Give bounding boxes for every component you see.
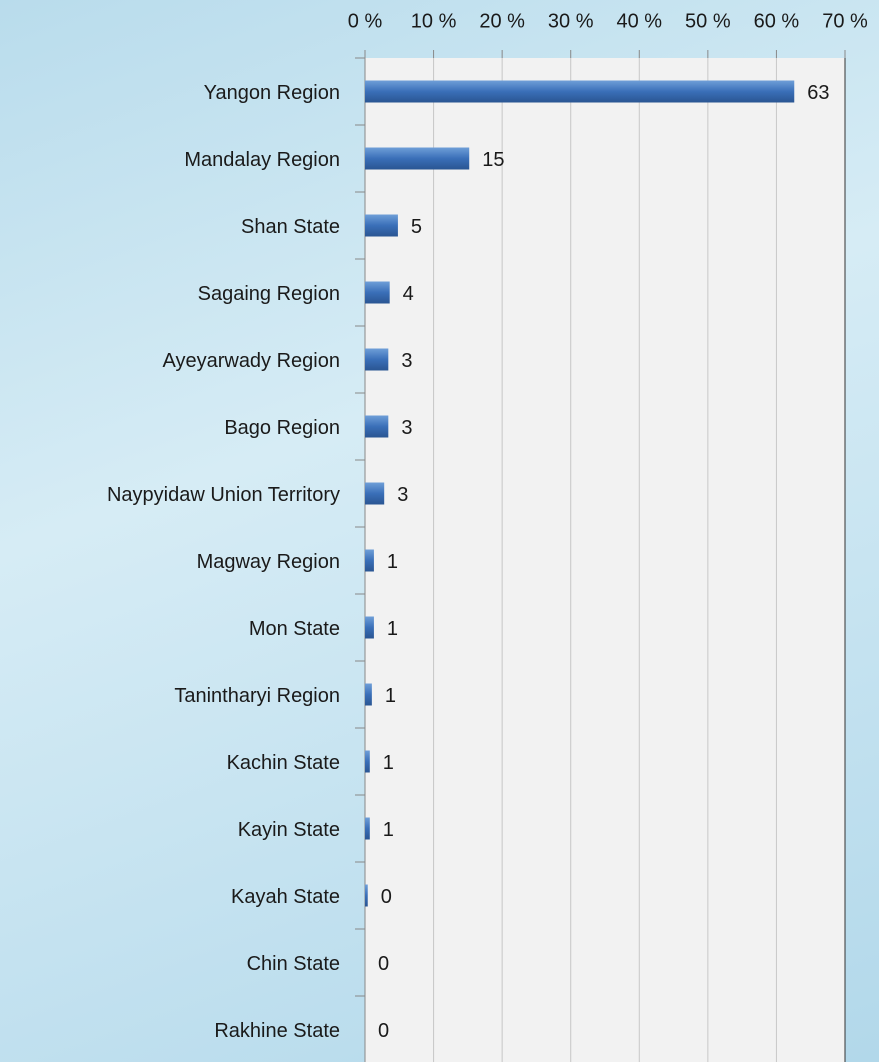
- x-tick-label: 0 %: [348, 10, 383, 32]
- y-tick-label: Mandalay Region: [184, 149, 340, 171]
- y-tick-label: Bago Region: [224, 417, 340, 439]
- value-label: 1: [383, 752, 394, 774]
- value-label: 0: [378, 1020, 389, 1042]
- y-tick-label: Sagaing Region: [198, 283, 340, 305]
- y-tick-label: Magway Region: [197, 551, 340, 573]
- value-label: 1: [385, 685, 396, 707]
- bar: [365, 549, 374, 572]
- value-label: 3: [397, 484, 408, 506]
- y-tick-label: Chin State: [247, 953, 340, 975]
- y-tick-label: Mon State: [249, 618, 340, 640]
- bar: [365, 683, 372, 706]
- x-tick-label: 20 %: [479, 10, 525, 32]
- value-label: 1: [387, 551, 398, 573]
- bar: [365, 884, 368, 907]
- bar: [365, 415, 389, 438]
- bar: [365, 616, 374, 639]
- x-tick-label: 10 %: [411, 10, 457, 32]
- y-tick-label: Tanintharyi Region: [174, 685, 340, 707]
- value-label: 0: [378, 953, 389, 975]
- y-tick-label: Rakhine State: [214, 1020, 340, 1042]
- x-tick-label: 50 %: [685, 10, 731, 32]
- y-tick-label: Ayeyarwady Region: [162, 350, 340, 372]
- bar: [365, 750, 370, 773]
- y-tick-label: Kayah State: [231, 886, 340, 908]
- value-label: 1: [383, 819, 394, 841]
- x-tick-label: 40 %: [616, 10, 662, 32]
- value-label: 63: [807, 82, 829, 104]
- bar: [365, 147, 470, 170]
- value-label: 5: [411, 216, 422, 238]
- plot-area: [365, 58, 845, 1062]
- y-tick-label: Shan State: [241, 216, 340, 238]
- value-label: 1: [387, 618, 398, 640]
- value-label: 4: [403, 283, 414, 305]
- bar: [365, 817, 370, 840]
- y-tick-label: Yangon Region: [204, 82, 340, 104]
- bar: [365, 482, 385, 505]
- x-tick-label: 60 %: [754, 10, 800, 32]
- y-tick-label: Naypyidaw Union Territory: [107, 484, 340, 506]
- y-tick-label: Kachin State: [227, 752, 340, 774]
- bar: [365, 214, 398, 237]
- bar: [365, 281, 390, 304]
- value-label: 15: [482, 149, 504, 171]
- value-label: 3: [401, 350, 412, 372]
- x-tick-label: 30 %: [548, 10, 594, 32]
- bar: [365, 348, 389, 371]
- y-tick-label: Kayin State: [238, 819, 340, 841]
- value-label: 0: [381, 886, 392, 908]
- x-tick-label: 70 %: [822, 10, 868, 32]
- value-label: 3: [401, 417, 412, 439]
- bar: [365, 80, 795, 103]
